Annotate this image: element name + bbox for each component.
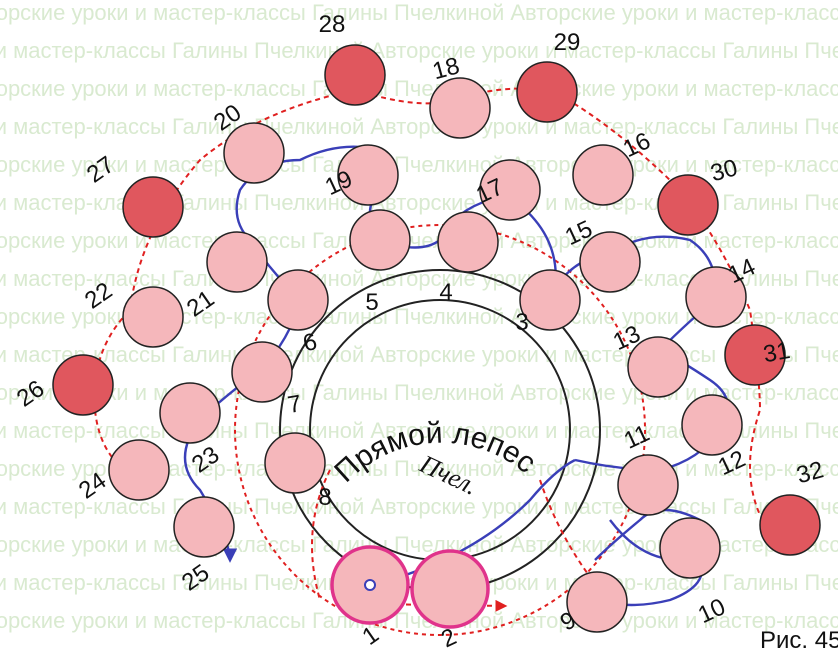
bead-number-31: 31: [761, 337, 792, 368]
bead-number-8: 8: [318, 484, 331, 511]
bead-14: [685, 266, 747, 328]
bead-19: [337, 144, 399, 206]
bead-12: [681, 394, 743, 456]
bead-6: [267, 269, 329, 331]
bead-15: [579, 231, 641, 293]
bead-25: [173, 496, 235, 558]
bead-22: [122, 286, 184, 348]
bead-number-29: 29: [554, 29, 581, 56]
bead-23: [159, 382, 221, 444]
watermark-text: Авторские уроки и мастер-классы Галины П…: [0, 0, 838, 25]
watermark-text: Авторские уроки и мастер-классы Галины П…: [0, 114, 838, 139]
watermark-text: Авторские уроки и мастер-классы Галины П…: [0, 342, 838, 367]
bead-number-3: 3: [515, 309, 528, 336]
bead-32: [759, 494, 821, 556]
bead-9: [566, 571, 628, 633]
watermark-text: Авторские уроки и мастер-классы Галины П…: [0, 38, 838, 63]
bead-31: [724, 324, 786, 386]
watermark-text: Авторские уроки и мастер-классы Галины П…: [0, 152, 838, 177]
bead-number-5: 5: [365, 289, 378, 316]
bead-11: [617, 454, 679, 516]
bead-27: [122, 176, 184, 238]
bead-28: [324, 44, 386, 106]
bead-24: [108, 439, 170, 501]
bead-number-4: 4: [439, 279, 452, 306]
bead-3: [519, 269, 581, 331]
bead-2: [410, 549, 490, 629]
bead-4: [437, 211, 499, 273]
bead-8: [264, 432, 326, 494]
bead-29: [516, 61, 578, 123]
bead-20: [223, 122, 285, 184]
watermark-text: Авторские уроки и мастер-классы Галины П…: [0, 228, 838, 253]
bead-5: [349, 209, 411, 271]
bead-30: [657, 174, 719, 236]
bead-13: [627, 336, 689, 398]
bead-26: [52, 354, 114, 416]
bead-7: [231, 341, 293, 403]
figure-label: Рис. 45: [760, 627, 838, 652]
bead-17: [479, 159, 541, 221]
bead-number-28: 28: [319, 11, 346, 38]
watermark-text: Авторские уроки и мастер-классы Галины П…: [0, 76, 838, 101]
bead-18: [429, 77, 491, 139]
bead-21: [206, 231, 268, 293]
bead-10: [659, 517, 721, 579]
start-marker: [364, 579, 376, 591]
watermark-text: Авторские уроки и мастер-классы Галины П…: [0, 494, 838, 519]
bead-16: [572, 144, 634, 206]
bead-number-7: 7: [286, 390, 304, 419]
